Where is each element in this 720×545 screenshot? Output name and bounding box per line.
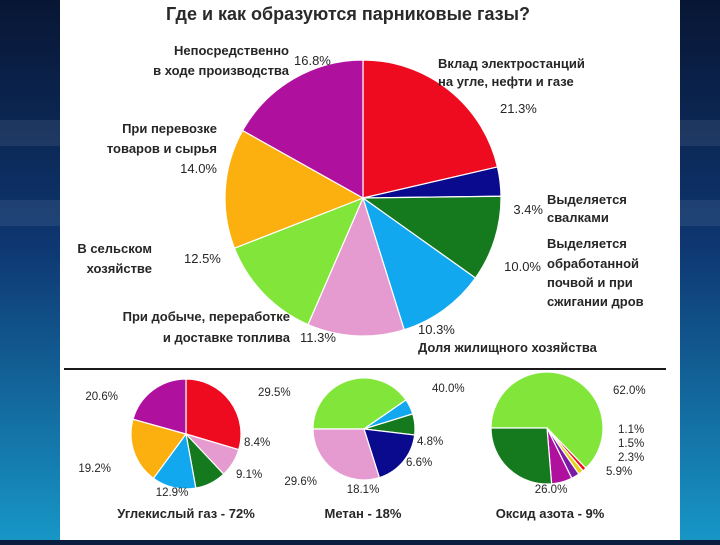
value-label: 62.0% [613, 385, 646, 397]
value-label: 2.3% [618, 452, 644, 464]
value-label: 20.6% [85, 391, 118, 403]
slice-label: сжигании дров [547, 294, 644, 309]
value-label: 5.9% [606, 466, 632, 478]
pie-caption: Углекислый газ - 72% [117, 506, 255, 521]
value-label: 11.3% [300, 330, 336, 345]
slice-label: В сельском [77, 241, 152, 256]
value-label: 29.5% [258, 387, 291, 399]
value-label: 29.6% [284, 476, 317, 488]
value-label: 16.8% [294, 53, 331, 68]
value-label: 18.1% [347, 484, 380, 496]
value-label: 10.0% [504, 259, 541, 274]
slice-label: Выделяется [547, 236, 627, 251]
main-pie-slice [224, 129, 365, 249]
main-pie-labels: Вклад электростанций на угле, нефти и газ… [77, 43, 643, 355]
co2-pie-slice [130, 418, 187, 480]
value-label: 12.5% [184, 251, 221, 266]
main-pie-slice [307, 196, 405, 337]
background-left-band [0, 0, 60, 540]
methane-pie-slice [312, 377, 407, 430]
main-pie-slice [362, 59, 499, 199]
value-label: 12.9% [156, 487, 189, 499]
nitrous-oxide-pie-slice [490, 427, 553, 485]
nitrous-oxide-pie: 62.0% 1.1% 1.5% 2.3% 5.9% 26.0% Оксид азота - … [490, 371, 646, 521]
slice-label: Доля жилищного хозяйства [418, 340, 598, 355]
background-stripe [0, 120, 60, 146]
slice-label: хозяйстве [87, 261, 152, 276]
value-label: 14.0% [180, 161, 217, 176]
co2-pie-slice [132, 378, 187, 435]
slice-label: и доставке топлива [163, 330, 291, 345]
main-pie-slice [241, 59, 364, 200]
methane-pie-slice [312, 428, 381, 481]
greenhouse-gas-charts: Где и как образуются парниковые газы? Вк… [64, 4, 666, 521]
main-pie-slice [233, 196, 365, 326]
slice-label: почвой и при [547, 275, 633, 290]
value-label: 3.4% [513, 202, 543, 217]
main-pie-slice [361, 196, 477, 331]
methane-pie-slice [363, 428, 416, 479]
background-stripe [0, 200, 60, 226]
main-pie-slice [361, 195, 502, 279]
nitrous-oxide-pie-slice [490, 371, 604, 470]
slide-panel: Где и как образуются парниковые газы? Вк… [60, 0, 680, 540]
methane-pie: 40.0% 4.8% 6.6% 18.1% 29.6% Метан - 18% [284, 377, 465, 521]
pie-caption: Метан - 18% [325, 506, 402, 521]
co2-pie-slice [185, 378, 242, 451]
slice-label: Выделяется [547, 192, 627, 207]
value-label: 10.3% [418, 322, 455, 337]
value-label: 21.3% [500, 101, 537, 116]
value-label: 40.0% [432, 383, 465, 395]
main-pie [224, 59, 502, 337]
value-label: 9.1% [236, 469, 262, 481]
slice-label: свалками [547, 210, 609, 225]
value-label: 4.8% [417, 436, 443, 448]
value-label: 6.6% [406, 457, 432, 469]
slice-label: Вклад электростанций [438, 56, 585, 71]
value-label: 8.4% [244, 437, 270, 449]
slice-label: При перевозке [122, 121, 217, 136]
slice-label: в ходе производства [153, 63, 290, 78]
value-label: 19.2% [78, 463, 111, 475]
slice-label: на угле, нефти и газе [438, 74, 574, 89]
slice-label: обработанной [547, 256, 639, 271]
slice-label: При добыче, переработке [123, 309, 290, 324]
value-label: 1.5% [618, 438, 644, 450]
chart-title: Где и как образуются парниковые газы? [166, 4, 530, 24]
value-label: 1.1% [618, 424, 644, 436]
slice-label: товаров и сырья [107, 141, 217, 156]
pie-caption: Оксид азота - 9% [496, 506, 605, 521]
slice-label: Непосредственно [174, 43, 289, 58]
co2-pie: 29.5% 8.4% 9.1% 12.9% 19.2% 20.6% Углекислый г… [78, 378, 291, 521]
value-label: 26.0% [535, 484, 568, 496]
